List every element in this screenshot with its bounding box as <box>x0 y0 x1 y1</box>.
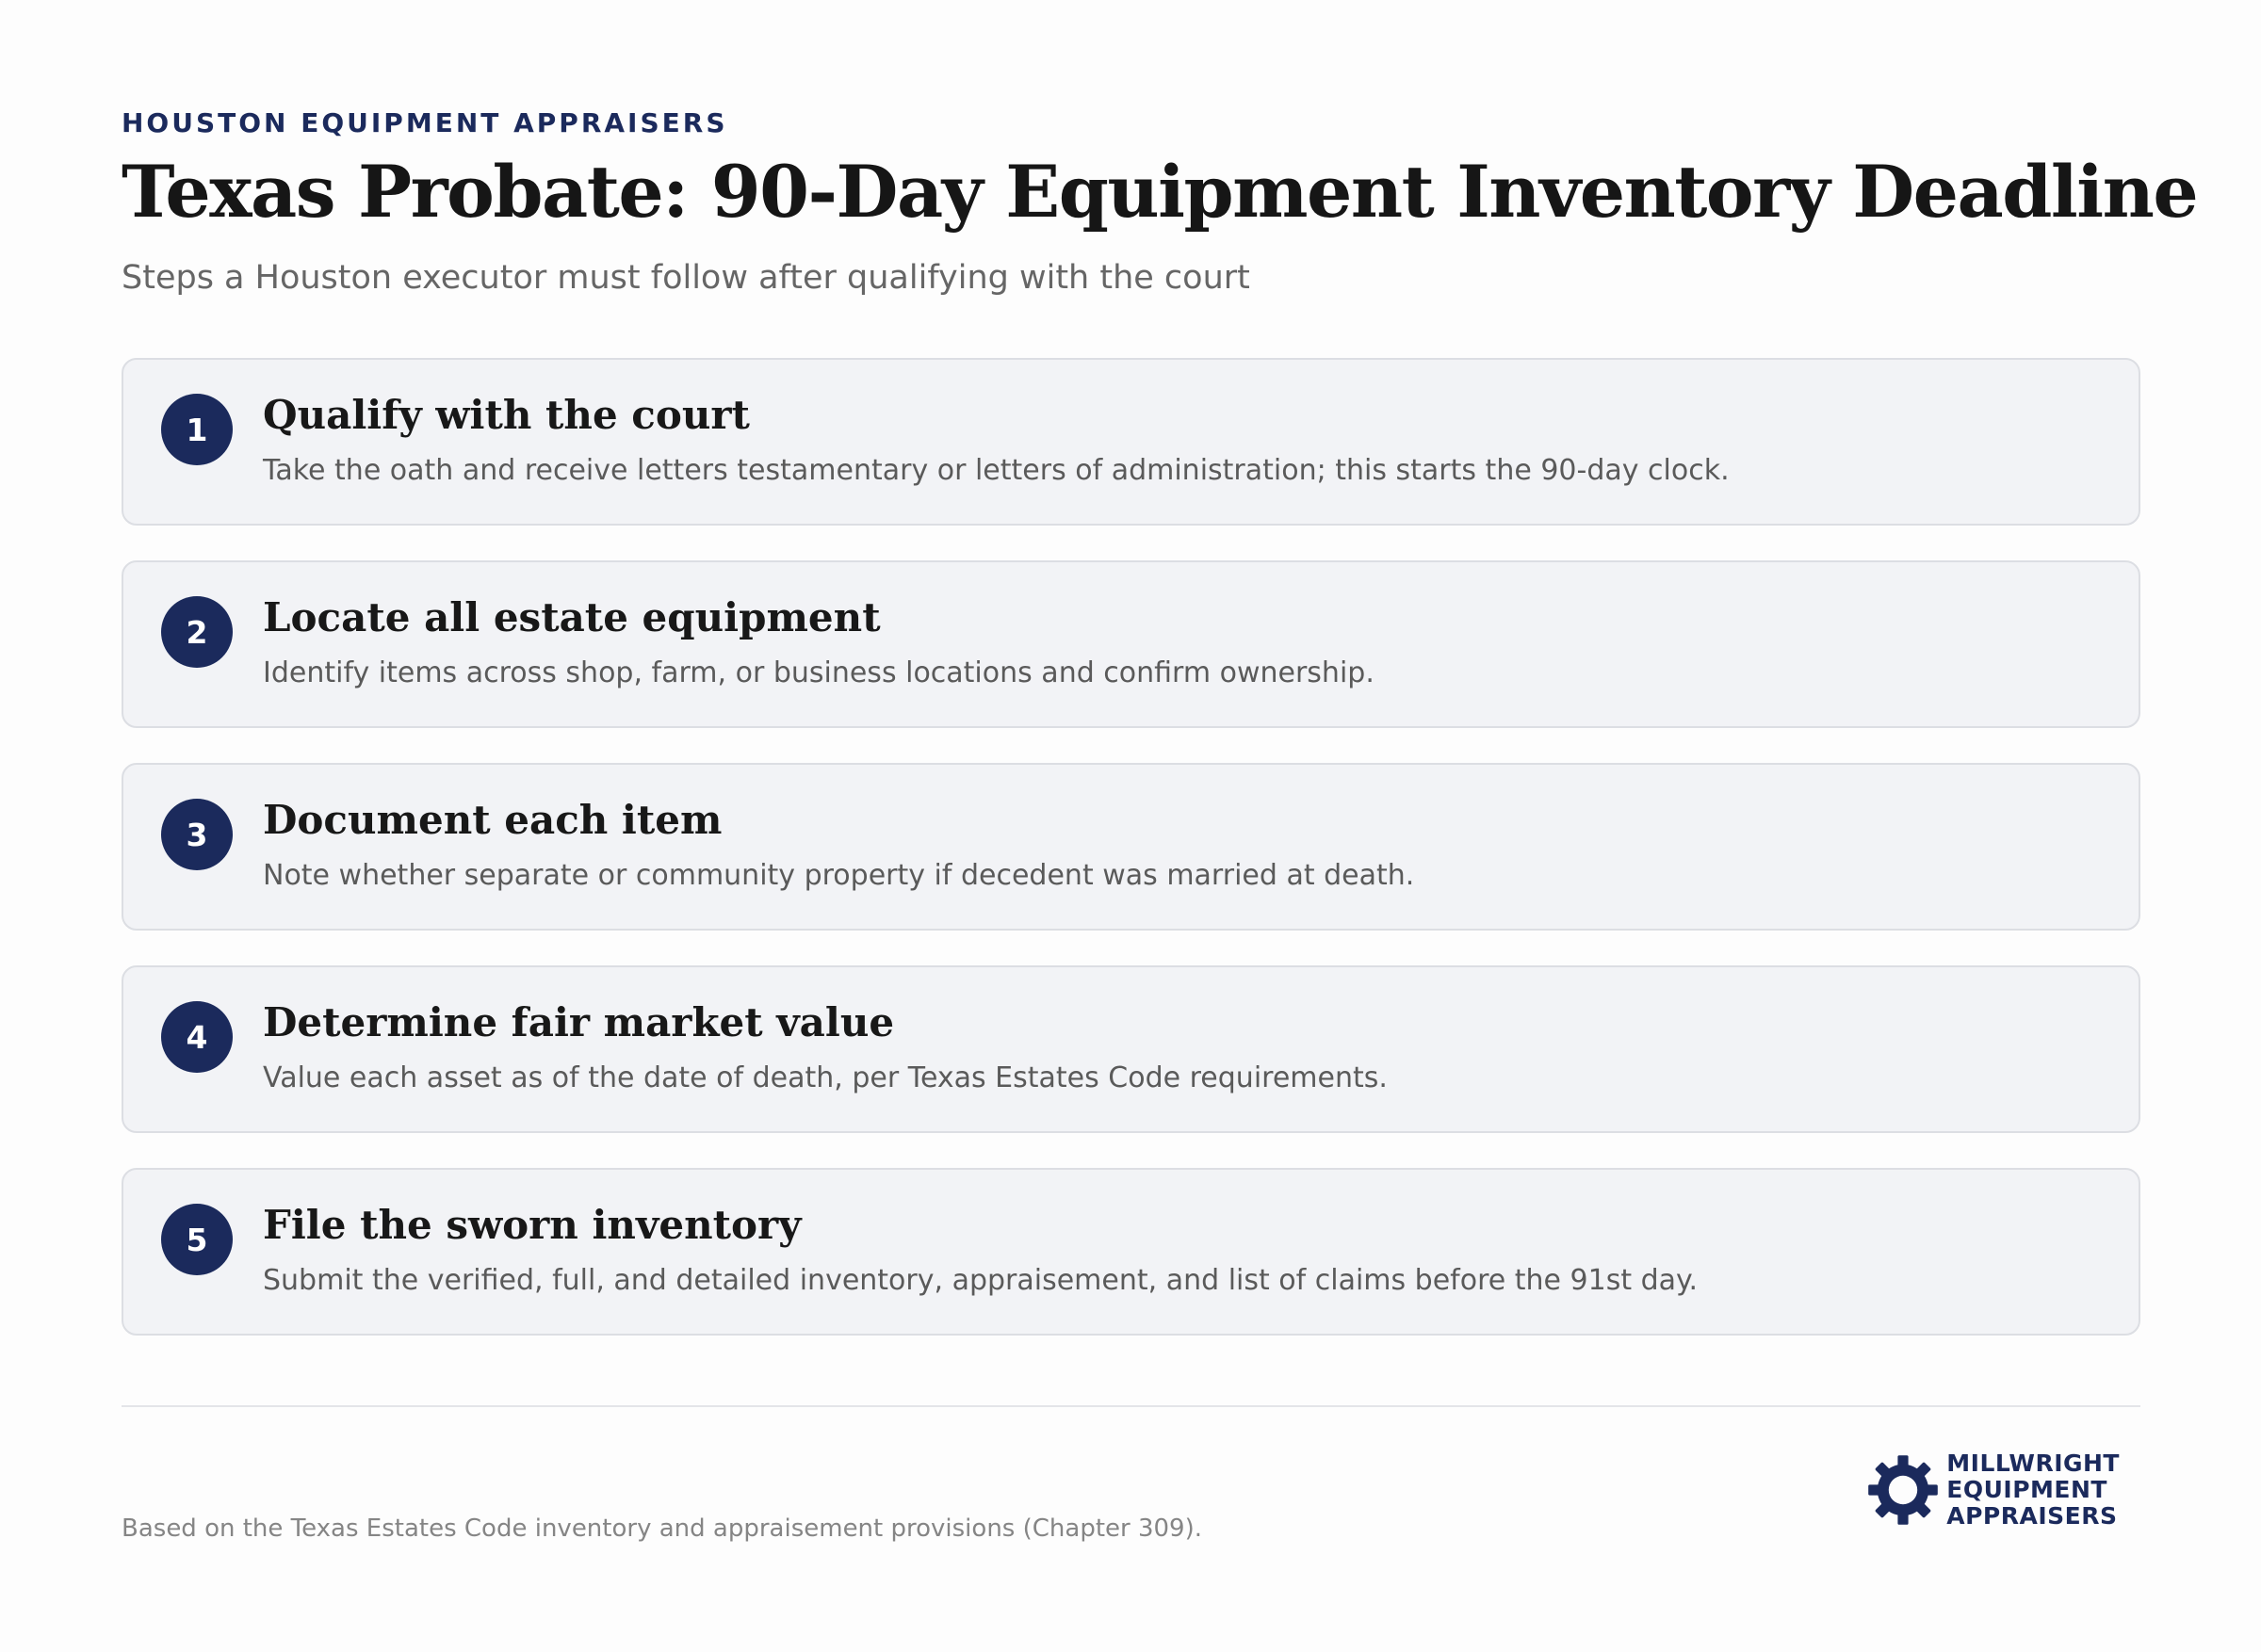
step-card-1: 1 Qualify with the court Take the oath a… <box>122 358 2140 526</box>
step-number-badge: 3 <box>161 799 233 870</box>
step-title: File the sworn inventory <box>263 1202 802 1248</box>
company-logo: MILLWRIGHT EQUIPMENT APPRAISERS <box>1865 1450 2120 1530</box>
steps-list: 1 Qualify with the court Take the oath a… <box>122 358 2140 1370</box>
step-description: Identify items across shop, farm, or bus… <box>263 656 1374 689</box>
step-title: Determine fair market value <box>263 999 895 1045</box>
gear-icon <box>1868 1455 1939 1525</box>
step-description: Value each asset as of the date of death… <box>263 1061 1388 1094</box>
step-card-2: 2 Locate all estate equipment Identify i… <box>122 560 2140 728</box>
step-number-badge: 4 <box>161 1001 233 1073</box>
footer-divider <box>122 1405 2140 1407</box>
step-card-3: 3 Document each item Note whether separa… <box>122 763 2140 931</box>
step-number-badge: 1 <box>161 394 233 465</box>
step-title: Qualify with the court <box>263 392 750 438</box>
step-title: Document each item <box>263 797 723 843</box>
step-description: Take the oath and receive letters testam… <box>263 454 1730 487</box>
page-title: Texas Probate: 90-Day Equipment Inventor… <box>122 150 2199 234</box>
eyebrow-label: HOUSTON EQUIPMENT APPRAISERS <box>122 107 728 138</box>
page-subtitle: Steps a Houston executor must follow aft… <box>122 259 1250 297</box>
logo-line-3: APPRAISERS <box>1946 1502 2118 1530</box>
step-description: Note whether separate or community prope… <box>263 859 1415 892</box>
source-footnote: Based on the Texas Estates Code inventor… <box>122 1514 1202 1543</box>
step-number-badge: 2 <box>161 596 233 668</box>
logo-line-2: EQUIPMENT <box>1946 1476 2107 1503</box>
step-card-5: 5 File the sworn inventory Submit the ve… <box>122 1168 2140 1336</box>
step-number-badge: 5 <box>161 1204 233 1275</box>
infographic: HOUSTON EQUIPMENT APPRAISERS Texas Proba… <box>122 0 2199 1652</box>
step-description: Submit the verified, full, and detailed … <box>263 1264 1699 1297</box>
logo-wordmark: MILLWRIGHT EQUIPMENT APPRAISERS <box>1946 1450 2120 1530</box>
step-title: Locate all estate equipment <box>263 594 881 640</box>
step-card-4: 4 Determine fair market value Value each… <box>122 965 2140 1133</box>
logo-line-1: MILLWRIGHT <box>1946 1450 2120 1477</box>
